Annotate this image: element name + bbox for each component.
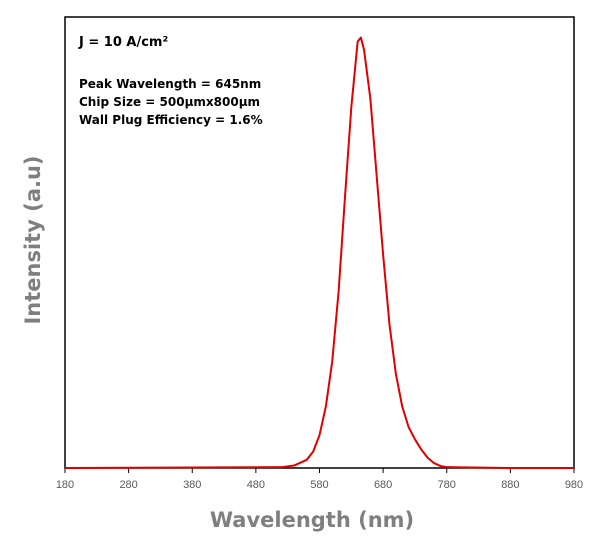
x-axis-title: Wavelength (nm) <box>210 508 414 532</box>
annotation-peak-wavelength: Peak Wavelength = 645nm <box>79 77 261 91</box>
x-tick-label: 480 <box>247 479 265 491</box>
x-tick-label: 980 <box>565 479 583 491</box>
x-tick-label: 780 <box>438 479 456 491</box>
x-tick-label: 580 <box>310 479 328 491</box>
x-tick-label: 680 <box>374 479 392 491</box>
x-tick-label: 380 <box>183 479 201 491</box>
annotation-current-density: J = 10 A/cm² <box>78 35 168 50</box>
series-line <box>64 36 574 469</box>
x-tick-label: 280 <box>119 479 137 491</box>
x-tick-label: 180 <box>56 479 74 491</box>
y-axis-title: Intensity (a.u) <box>21 155 45 324</box>
plot-area <box>64 16 575 469</box>
annotation-chip-size: Chip Size = 500µmx800µm <box>79 95 260 109</box>
x-axis-tick-labels: 180 280 380 480 580 680 780 880 980 <box>56 479 583 491</box>
annotation-wall-plug-efficiency: Wall Plug Efficiency = 1.6% <box>79 113 263 127</box>
x-tick-label: 880 <box>501 479 519 491</box>
